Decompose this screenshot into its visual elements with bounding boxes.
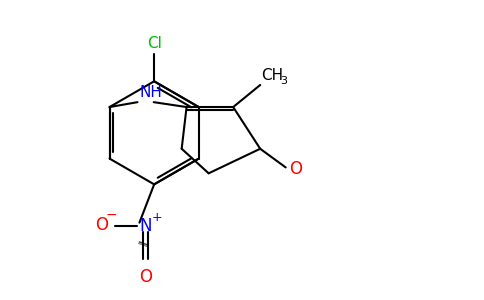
Text: O: O [139, 268, 152, 286]
Text: O: O [289, 160, 302, 178]
Text: −: − [106, 208, 117, 222]
Text: ∥: ∥ [137, 238, 150, 247]
Text: N: N [139, 217, 152, 235]
Text: Cl: Cl [147, 36, 162, 51]
Text: O: O [95, 216, 108, 234]
Text: CH: CH [261, 68, 283, 82]
Text: NH: NH [140, 85, 163, 100]
Text: +: + [152, 211, 163, 224]
Text: 3: 3 [280, 76, 287, 86]
